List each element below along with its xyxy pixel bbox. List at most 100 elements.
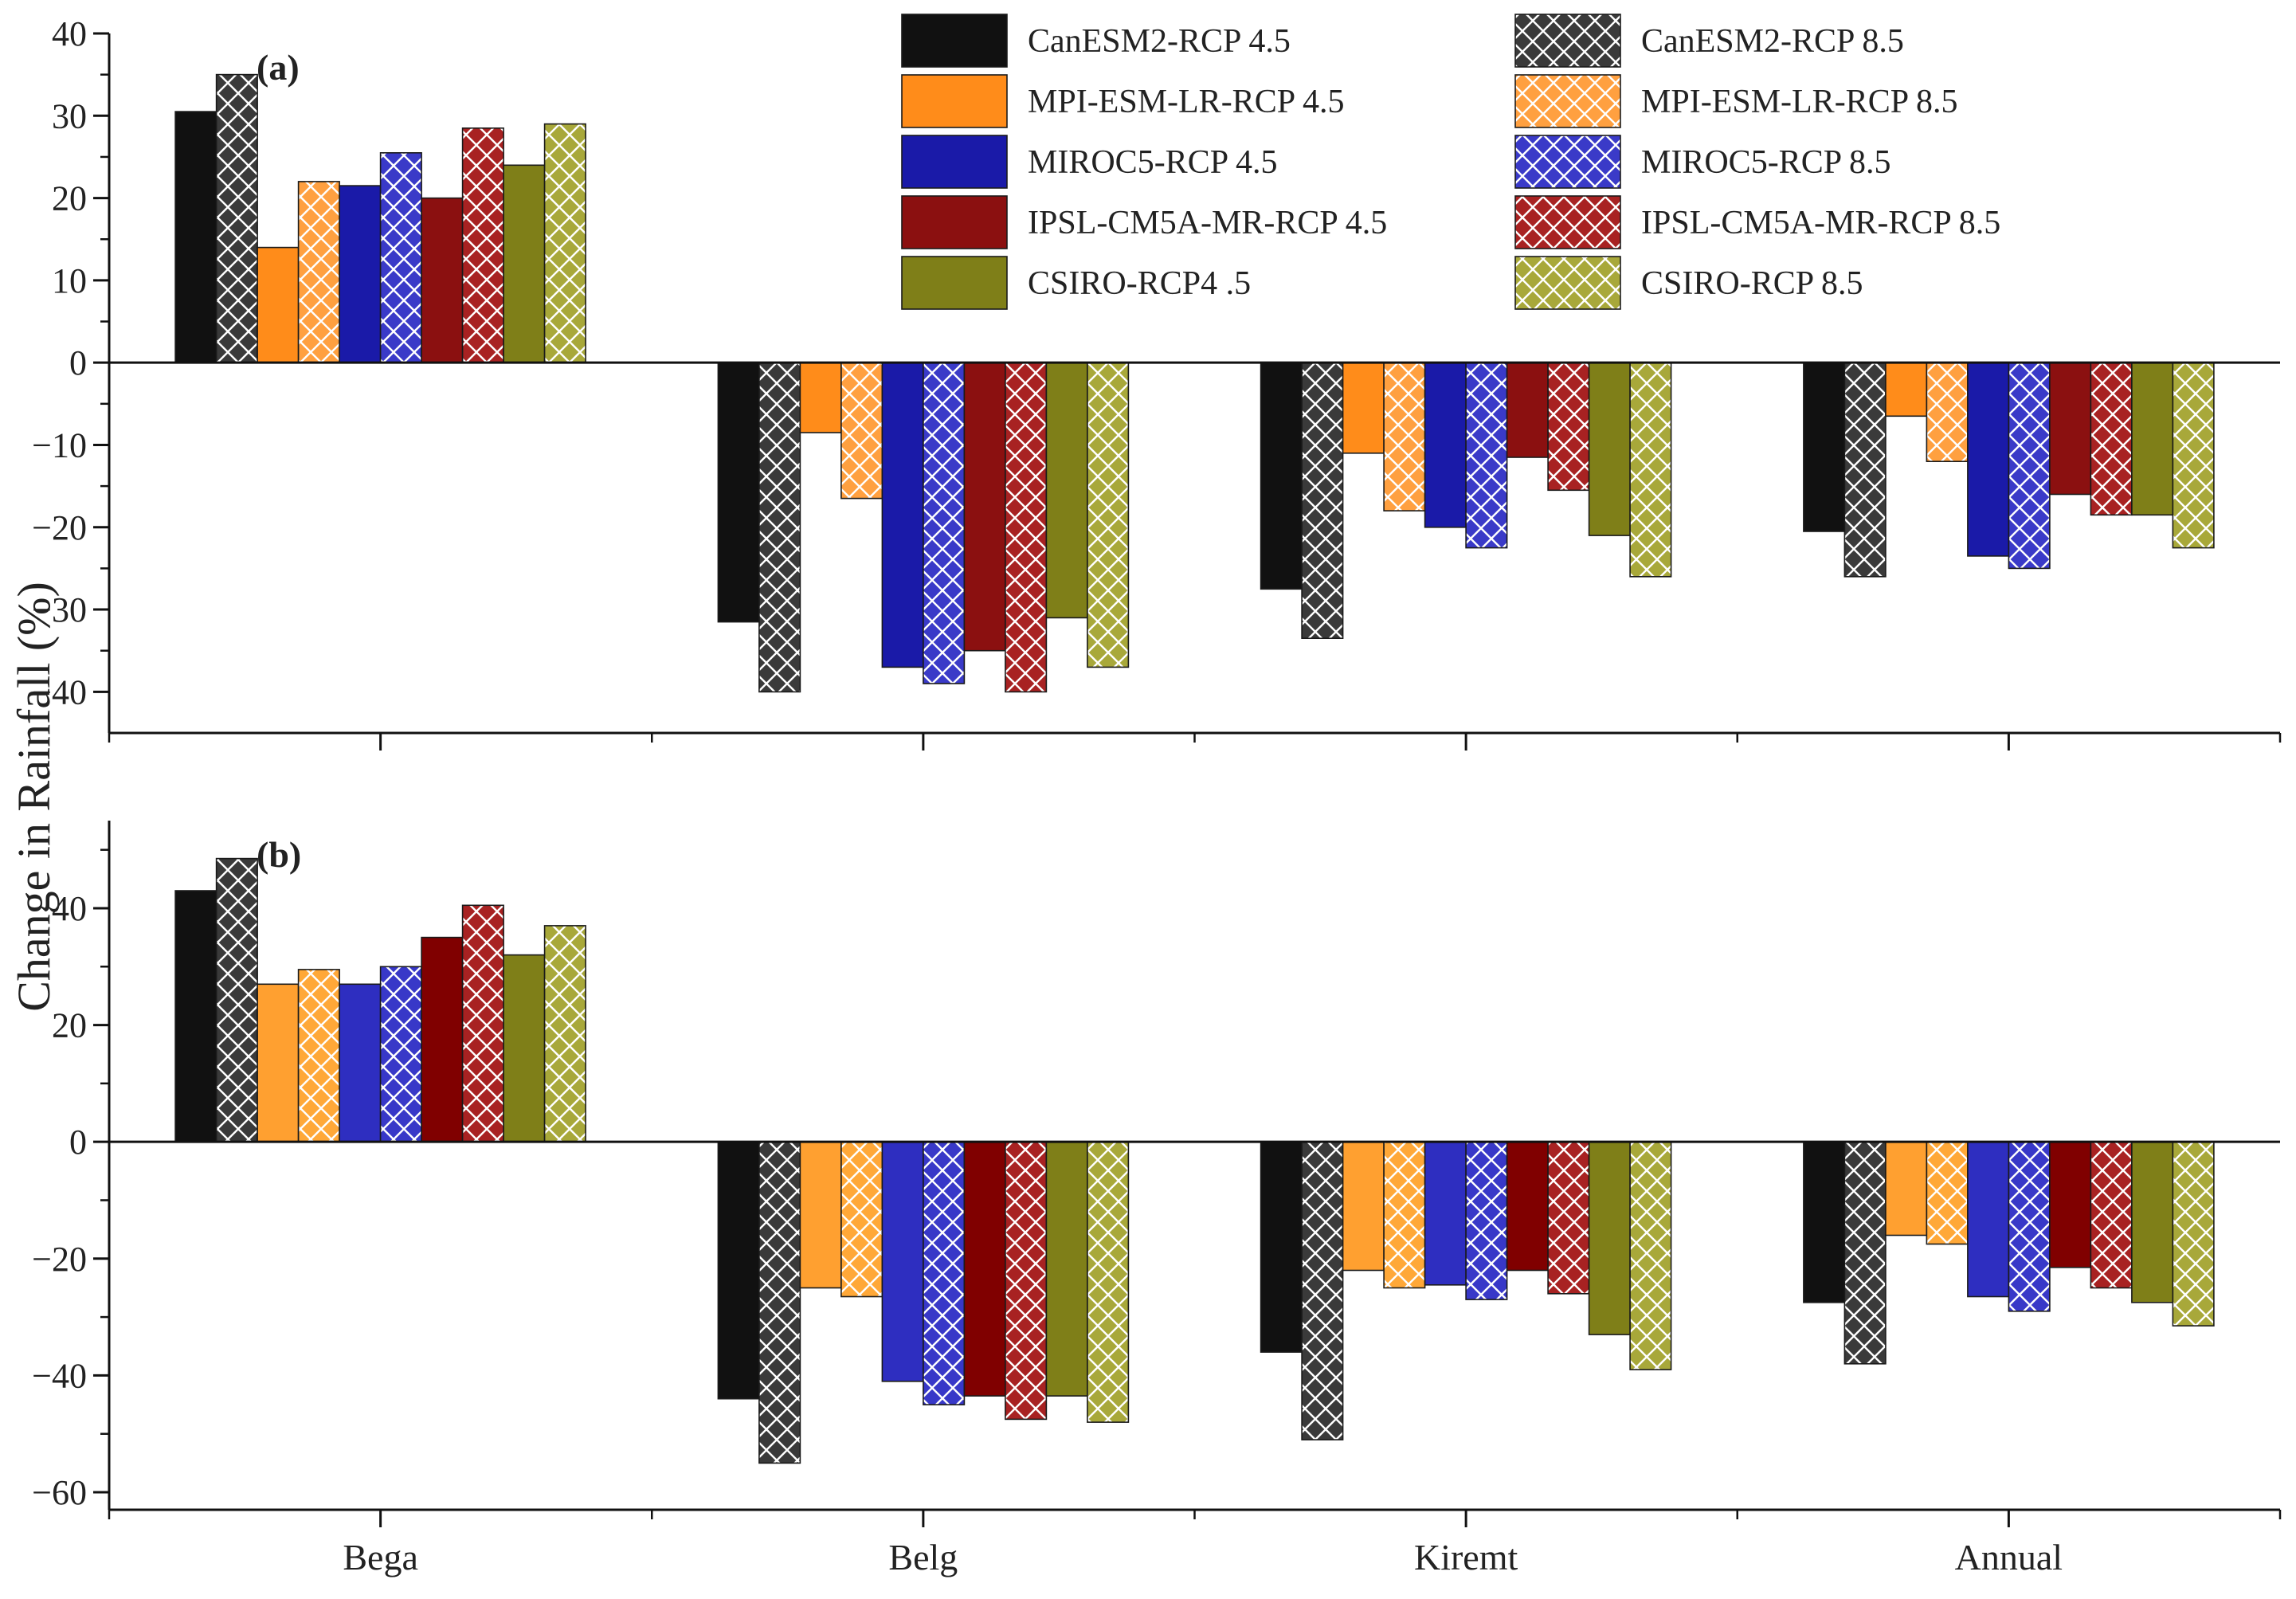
legend-item-ipsl-cm5a-mr-rcp-4-5: IPSL-CM5A-MR-RCP 4.5 bbox=[901, 195, 1387, 249]
bar-belg-csiro-rcp-8-5 bbox=[1087, 362, 1130, 668]
y-tick-label: −20 bbox=[32, 508, 87, 547]
bar-annual-miroc5-rcp-4-5 bbox=[1967, 362, 2010, 557]
bar-belg-mpi-esm-lr-rcp-8-5 bbox=[840, 1141, 884, 1298]
panel-label: (a) bbox=[257, 47, 300, 88]
bar-bega-miroc5-rcp-4-5 bbox=[339, 983, 382, 1143]
bar-bega-canesm2-rcp-4-5 bbox=[174, 111, 217, 363]
bar-belg-miroc5-rcp-8-5 bbox=[923, 1141, 966, 1405]
legend-label: IPSL-CM5A-MR-RCP 8.5 bbox=[1641, 205, 2000, 241]
legend-label: CanESM2-RCP 4.5 bbox=[1028, 23, 1291, 60]
y-tick-label: 0 bbox=[69, 1123, 87, 1162]
legend-swatch bbox=[1514, 14, 1621, 68]
bar-kiremt-miroc5-rcp-8-5 bbox=[1465, 1141, 1508, 1300]
bar-bega-canesm2-rcp-8-5 bbox=[215, 857, 258, 1142]
legend-item-ipsl-cm5a-mr-rcp-8-5: IPSL-CM5A-MR-RCP 8.5 bbox=[1514, 195, 2000, 249]
bar-annual-ipsl-cm5a-mr-rcp-4-5 bbox=[2049, 1141, 2092, 1268]
y-tick-label: −30 bbox=[32, 590, 87, 629]
x-tick-label-bega: Bega bbox=[343, 1537, 418, 1577]
bar-kiremt-mpi-esm-lr-rcp-8-5 bbox=[1383, 362, 1426, 511]
legend-swatch bbox=[1514, 74, 1621, 128]
bar-kiremt-canesm2-rcp-4-5 bbox=[1260, 362, 1303, 590]
bar-kiremt-mpi-esm-lr-rcp-4-5 bbox=[1342, 362, 1385, 454]
bar-annual-miroc5-rcp-8-5 bbox=[2008, 1141, 2051, 1312]
legend-item-miroc5-rcp-8-5: MIROC5-RCP 8.5 bbox=[1514, 135, 1891, 189]
legend-label: MPI-ESM-LR-RCP 8.5 bbox=[1641, 84, 1958, 120]
bar-kiremt-ipsl-cm5a-mr-rcp-4-5 bbox=[1506, 1141, 1549, 1272]
legend-label: MIROC5-RCP 4.5 bbox=[1028, 144, 1278, 181]
legend-swatch bbox=[901, 256, 1008, 310]
bar-annual-ipsl-cm5a-mr-rcp-8-5 bbox=[2090, 1141, 2133, 1289]
bar-annual-ipsl-cm5a-mr-rcp-4-5 bbox=[2049, 362, 2092, 496]
legend-swatch bbox=[901, 74, 1008, 128]
legend-item-canesm2-rcp-8-5: CanESM2-RCP 8.5 bbox=[1514, 14, 1904, 68]
legend-item-miroc5-rcp-4-5: MIROC5-RCP 4.5 bbox=[901, 135, 1278, 189]
legend-item-canesm2-rcp-4-5: CanESM2-RCP 4.5 bbox=[901, 14, 1291, 68]
bar-bega-ipsl-cm5a-mr-rcp-8-5 bbox=[461, 904, 504, 1143]
legend-swatch bbox=[901, 135, 1008, 189]
bar-annual-csiro-rcp4-5 bbox=[2131, 1141, 2174, 1303]
bar-belg-csiro-rcp-8-5 bbox=[1087, 1141, 1130, 1423]
bar-bega-csiro-rcp4-5 bbox=[503, 164, 546, 363]
bar-annual-canesm2-rcp-4-5 bbox=[1803, 1141, 1846, 1303]
bar-belg-canesm2-rcp-4-5 bbox=[717, 362, 760, 623]
y-tick-label: 20 bbox=[52, 1006, 87, 1045]
bar-belg-mpi-esm-lr-rcp-8-5 bbox=[840, 362, 884, 500]
bar-belg-mpi-esm-lr-rcp-4-5 bbox=[799, 1141, 842, 1289]
legend-swatch bbox=[901, 195, 1008, 249]
bar-kiremt-miroc5-rcp-4-5 bbox=[1424, 1141, 1467, 1286]
bar-kiremt-ipsl-cm5a-mr-rcp-8-5 bbox=[1547, 362, 1590, 492]
bar-kiremt-ipsl-cm5a-mr-rcp-4-5 bbox=[1506, 362, 1549, 458]
y-tick-label: −20 bbox=[32, 1240, 87, 1279]
bar-kiremt-miroc5-rcp-8-5 bbox=[1465, 362, 1508, 549]
bar-bega-ipsl-cm5a-mr-rcp-4-5 bbox=[421, 936, 464, 1142]
y-tick-label: 0 bbox=[69, 343, 87, 382]
bar-belg-miroc5-rcp-4-5 bbox=[881, 1141, 924, 1382]
legend-label: CSIRO-RCP4 .5 bbox=[1028, 265, 1251, 302]
legend-item-csiro-rcp4-5: CSIRO-RCP4 .5 bbox=[901, 256, 1251, 310]
legend-swatch bbox=[1514, 256, 1621, 310]
bar-kiremt-miroc5-rcp-4-5 bbox=[1424, 362, 1467, 528]
bar-annual-miroc5-rcp-8-5 bbox=[2008, 362, 2051, 570]
x-tick-label-kiremt: Kiremt bbox=[1414, 1537, 1518, 1577]
bar-bega-mpi-esm-lr-rcp-4-5 bbox=[257, 983, 300, 1143]
bar-belg-csiro-rcp4-5 bbox=[1045, 1141, 1088, 1397]
bar-kiremt-mpi-esm-lr-rcp-4-5 bbox=[1342, 1141, 1385, 1272]
bar-belg-ipsl-cm5a-mr-rcp-4-5 bbox=[963, 1141, 1006, 1397]
y-axis-title: Change in Rainfall (%) bbox=[8, 582, 60, 1012]
legend-swatch bbox=[901, 14, 1008, 68]
bar-annual-mpi-esm-lr-rcp-8-5 bbox=[1926, 1141, 1969, 1245]
bar-belg-ipsl-cm5a-mr-rcp-8-5 bbox=[1005, 1141, 1048, 1421]
bar-bega-ipsl-cm5a-mr-rcp-8-5 bbox=[461, 127, 504, 363]
legend-item-csiro-rcp-8-5: CSIRO-RCP 8.5 bbox=[1514, 256, 1863, 310]
bar-bega-csiro-rcp-8-5 bbox=[543, 123, 586, 364]
bar-bega-csiro-rcp-8-5 bbox=[543, 925, 586, 1142]
bar-belg-mpi-esm-lr-rcp-4-5 bbox=[799, 362, 842, 433]
y-tick-label: −40 bbox=[32, 672, 87, 711]
y-tick-label: −60 bbox=[32, 1473, 87, 1512]
bar-annual-csiro-rcp4-5 bbox=[2131, 362, 2174, 516]
bar-belg-miroc5-rcp-8-5 bbox=[923, 362, 966, 684]
bar-kiremt-csiro-rcp4-5 bbox=[1588, 362, 1631, 536]
bar-annual-canesm2-rcp-4-5 bbox=[1803, 362, 1846, 532]
legend-label: IPSL-CM5A-MR-RCP 4.5 bbox=[1028, 205, 1387, 241]
bar-bega-ipsl-cm5a-mr-rcp-4-5 bbox=[421, 197, 464, 364]
panel-a: −40 −30 −20 −10 0 10 20 30 40 (a) bbox=[32, 14, 2282, 751]
bar-bega-mpi-esm-lr-rcp-8-5 bbox=[297, 181, 340, 363]
legend-label: MIROC5-RCP 8.5 bbox=[1641, 144, 1891, 181]
bar-annual-miroc5-rcp-4-5 bbox=[1967, 1141, 2010, 1298]
bar-belg-canesm2-rcp-8-5 bbox=[758, 362, 801, 693]
bar-kiremt-csiro-rcp4-5 bbox=[1588, 1141, 1631, 1335]
bar-bega-canesm2-rcp-8-5 bbox=[215, 73, 258, 363]
bar-annual-csiro-rcp-8-5 bbox=[2172, 362, 2215, 549]
bar-belg-ipsl-cm5a-mr-rcp-4-5 bbox=[963, 362, 1006, 652]
bar-annual-mpi-esm-lr-rcp-8-5 bbox=[1926, 362, 1969, 463]
bar-kiremt-ipsl-cm5a-mr-rcp-8-5 bbox=[1547, 1141, 1590, 1295]
bar-annual-mpi-esm-lr-rcp-4-5 bbox=[1885, 362, 1928, 417]
y-tick-label: 30 bbox=[52, 96, 87, 135]
bar-annual-canesm2-rcp-8-5 bbox=[1843, 1141, 1887, 1365]
x-tick-label-annual: Annual bbox=[1955, 1537, 2063, 1577]
bar-kiremt-csiro-rcp-8-5 bbox=[1629, 362, 1672, 578]
bar-belg-csiro-rcp4-5 bbox=[1045, 362, 1088, 619]
legend-swatch bbox=[1514, 195, 1621, 249]
